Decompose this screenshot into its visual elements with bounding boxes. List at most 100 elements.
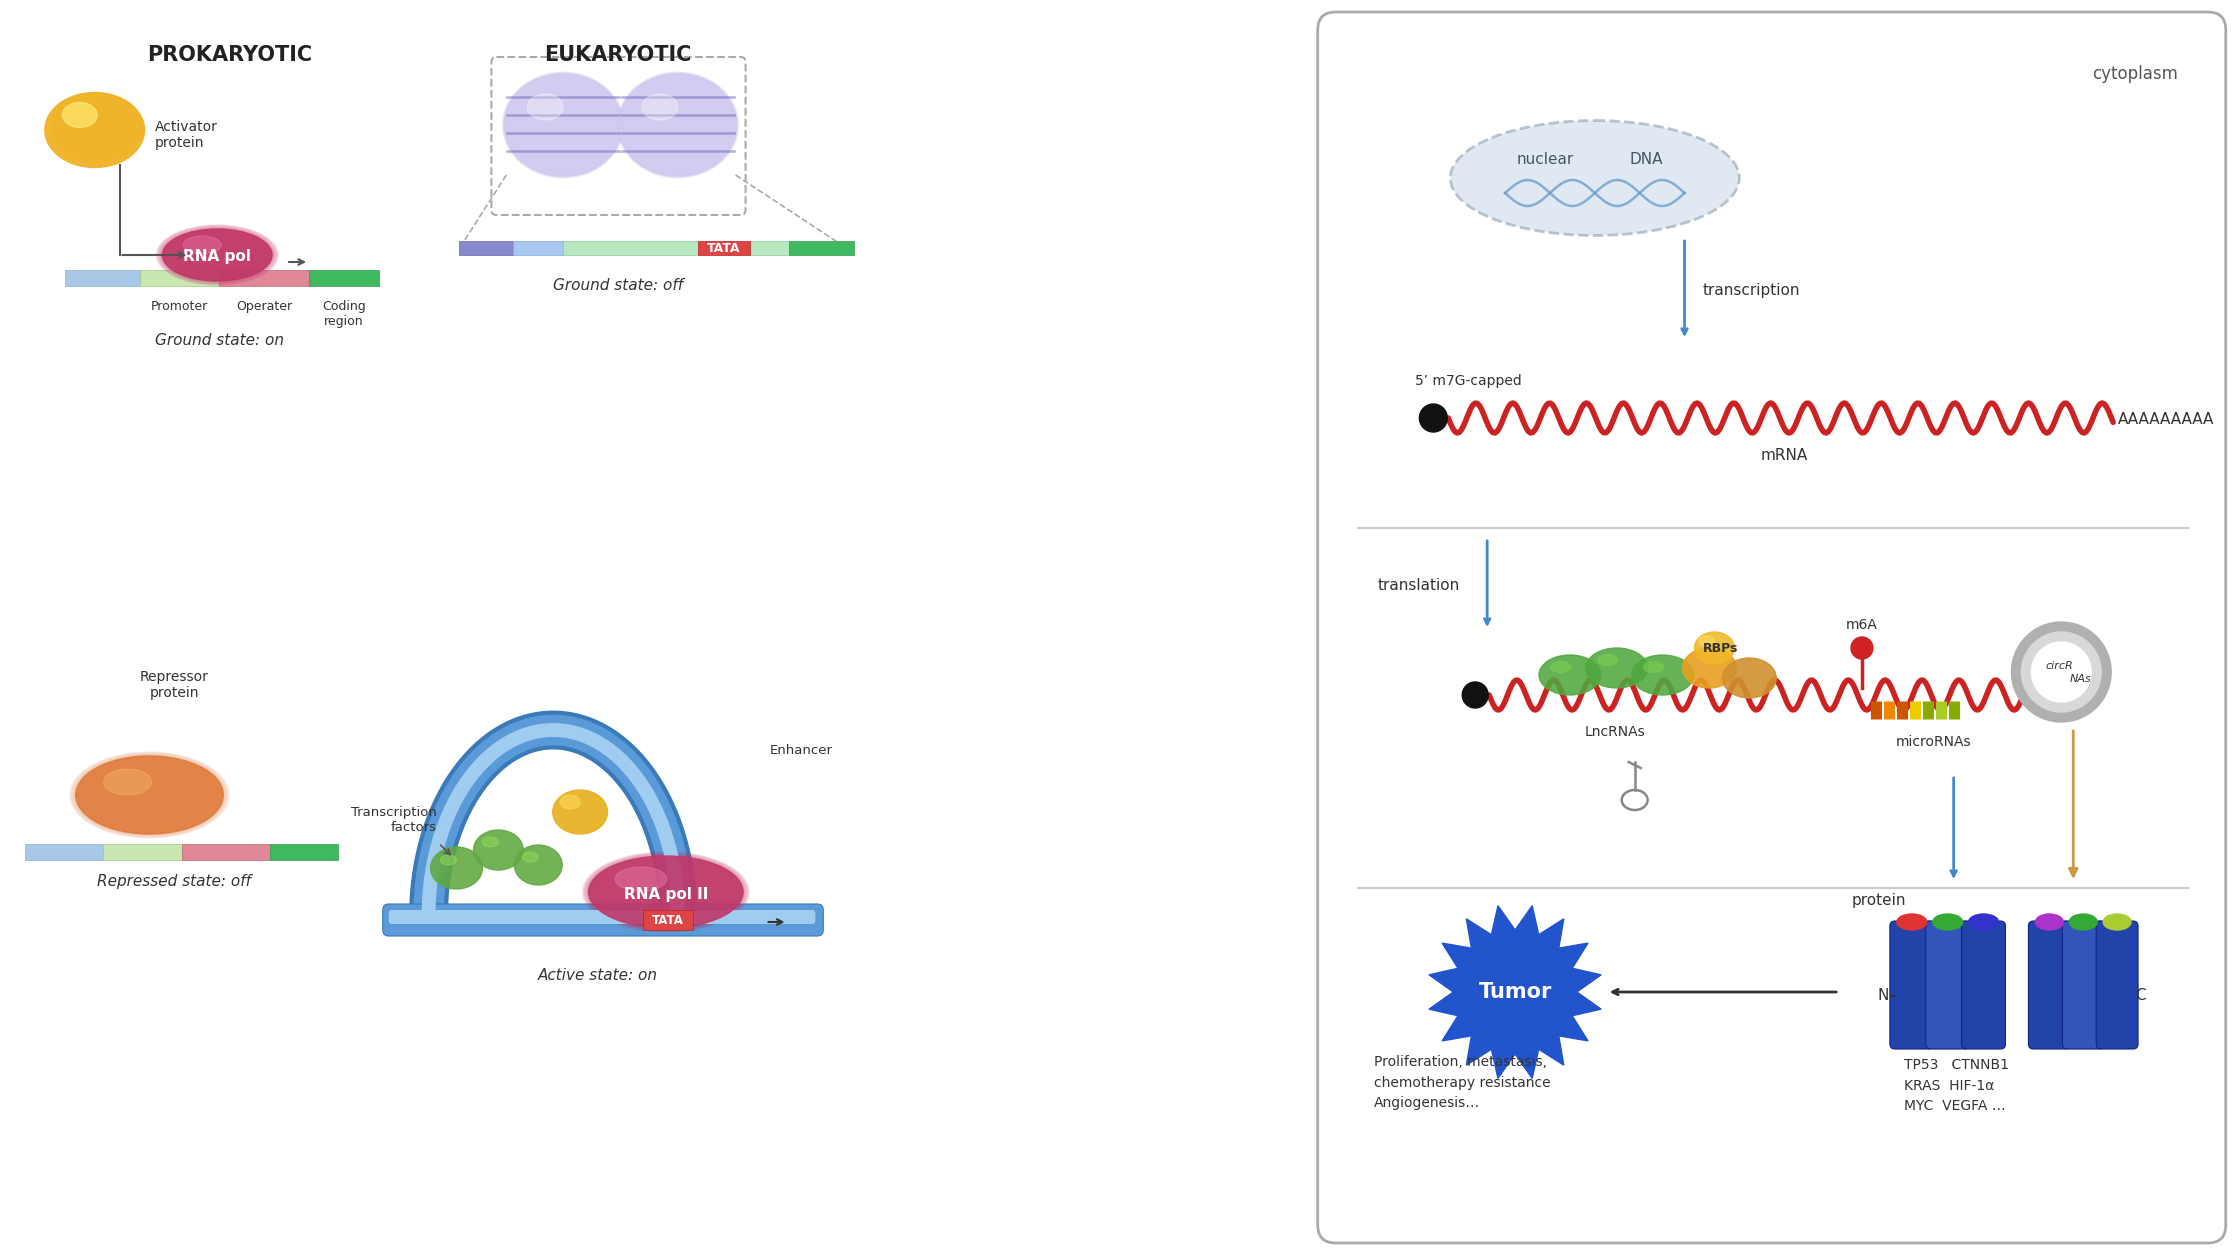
FancyBboxPatch shape [181,844,271,861]
Ellipse shape [159,227,276,284]
Text: TATA: TATA [708,242,741,255]
Ellipse shape [502,72,625,178]
FancyBboxPatch shape [271,844,338,861]
Text: Operater: Operater [235,300,291,312]
Ellipse shape [157,226,278,285]
Ellipse shape [522,852,538,862]
FancyBboxPatch shape [562,241,697,255]
Text: RBPs: RBPs [1702,641,1738,654]
FancyBboxPatch shape [2063,921,2103,1050]
Ellipse shape [72,753,226,835]
Text: Ground state: off: Ground state: off [553,278,683,294]
Ellipse shape [441,856,457,866]
Ellipse shape [103,769,152,795]
Text: Repressed state: off: Repressed state: off [96,874,251,890]
Ellipse shape [1631,655,1693,696]
Ellipse shape [56,94,141,159]
Ellipse shape [52,93,141,161]
Circle shape [2032,643,2092,702]
FancyBboxPatch shape [139,270,220,286]
Text: TP53   CTNNB1
KRAS  HIF-1α
MYC  VEGFA …: TP53 CTNNB1 KRAS HIF-1α MYC VEGFA … [1904,1058,2009,1113]
Ellipse shape [2036,914,2063,930]
Ellipse shape [1723,658,1776,698]
Ellipse shape [502,73,623,178]
Text: RNA pol: RNA pol [184,249,251,265]
Ellipse shape [618,73,737,176]
Ellipse shape [1693,633,1734,664]
Text: Ground state: on: Ground state: on [155,333,284,348]
FancyBboxPatch shape [1891,921,1933,1050]
Text: translation: translation [1378,577,1460,592]
Ellipse shape [618,73,739,178]
Ellipse shape [74,755,224,835]
FancyBboxPatch shape [750,241,788,255]
Ellipse shape [76,756,224,834]
FancyBboxPatch shape [103,844,181,861]
Text: microRNAs: microRNAs [1895,735,1971,748]
Text: Active state: on: Active state: on [538,968,659,983]
Ellipse shape [618,74,737,176]
Ellipse shape [482,837,497,847]
Ellipse shape [1644,662,1664,673]
Text: protein: protein [1852,892,1906,907]
Ellipse shape [1969,914,1998,930]
FancyBboxPatch shape [383,903,824,936]
Ellipse shape [164,229,271,281]
Ellipse shape [616,867,668,891]
Text: Enhancer: Enhancer [771,743,833,756]
Ellipse shape [1586,648,1649,688]
Ellipse shape [1597,654,1617,665]
FancyBboxPatch shape [513,241,562,255]
Text: EUKARYOTIC: EUKARYOTIC [544,45,692,66]
Ellipse shape [52,93,143,163]
Ellipse shape [582,852,748,932]
Ellipse shape [1550,662,1570,673]
Text: Tumor: Tumor [1478,982,1552,1002]
Polygon shape [1429,906,1602,1079]
Ellipse shape [504,74,623,176]
Text: circR: circR [2045,662,2074,672]
Ellipse shape [1850,638,1873,659]
FancyBboxPatch shape [459,241,513,255]
Text: TATA: TATA [652,914,683,926]
Ellipse shape [1539,655,1602,696]
Text: Proliferation, metastasis,
chemotherapy resistance
Angiogenesis…: Proliferation, metastasis, chemotherapy … [1373,1055,1550,1110]
Text: transcription: transcription [1702,282,1801,297]
Circle shape [2012,622,2110,722]
Text: Transcription
factors: Transcription factors [352,806,437,834]
Text: Activator
protein: Activator protein [155,120,217,150]
Ellipse shape [553,790,607,834]
Ellipse shape [504,73,623,176]
Ellipse shape [47,93,143,166]
Text: C: C [2135,989,2146,1003]
Ellipse shape [54,94,141,160]
Ellipse shape [504,73,623,176]
FancyBboxPatch shape [697,241,750,255]
Ellipse shape [589,856,744,929]
FancyBboxPatch shape [220,270,309,286]
Ellipse shape [585,853,748,931]
Circle shape [1463,682,1487,708]
Circle shape [1420,404,1447,432]
Ellipse shape [473,830,524,869]
Ellipse shape [526,94,562,120]
Ellipse shape [2103,914,2130,930]
Text: cytoplasm: cytoplasm [2092,66,2177,83]
FancyBboxPatch shape [65,270,139,286]
Text: 5’ m7G-capped: 5’ m7G-capped [1416,374,1523,388]
Ellipse shape [1682,648,1736,688]
Text: DNA: DNA [1631,152,1664,168]
Text: LncRNAs: LncRNAs [1584,724,1644,740]
Ellipse shape [45,92,146,168]
Circle shape [2020,633,2101,712]
FancyBboxPatch shape [643,910,692,930]
Text: AAAAAAAAA: AAAAAAAAA [2119,412,2215,427]
Text: N: N [1877,989,1888,1003]
Ellipse shape [515,845,562,885]
Ellipse shape [430,847,482,890]
Ellipse shape [560,795,580,809]
FancyBboxPatch shape [2029,921,2070,1050]
Ellipse shape [56,94,141,158]
FancyBboxPatch shape [788,241,853,255]
Ellipse shape [585,854,746,930]
